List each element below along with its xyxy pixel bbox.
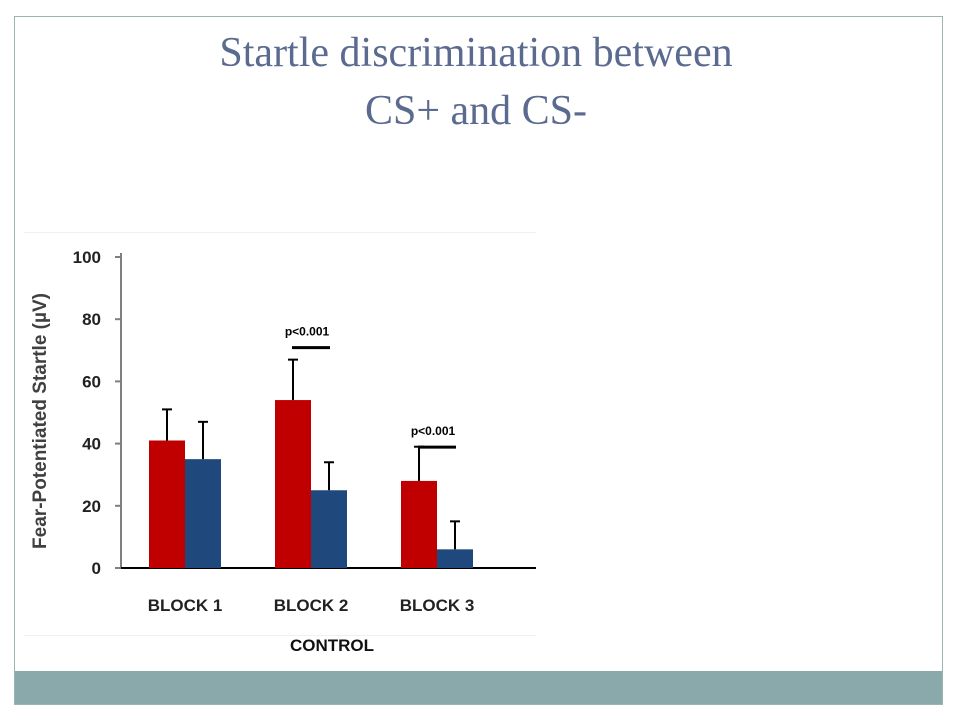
chart-svg: Fear-Potentiated Startle (µV) 0 20 40 60 80 1… — [30, 248, 536, 615]
group-label: CONTROL — [289, 636, 375, 655]
significance-label: p<0.001 — [411, 424, 456, 438]
title-line-1: Startle discrimination between — [219, 30, 733, 76]
bar-chart: Fear-Potentiated Startle (µV) 0 20 40 60 80 1… — [24, 232, 536, 636]
x-tick-label: BLOCK 1 — [148, 596, 223, 615]
bar — [401, 480, 437, 568]
bar — [185, 459, 221, 568]
footer-bar — [15, 671, 942, 704]
y-tick-label: 40 — [82, 435, 101, 454]
bar — [437, 549, 473, 568]
bar — [275, 400, 311, 568]
bar — [311, 490, 347, 568]
slide-title: Startle discrimination between CS+ and C… — [0, 24, 952, 140]
title-line-2: CS+ and CS- — [364, 88, 588, 134]
y-tick-label: 0 — [92, 559, 101, 578]
y-tick-label: 60 — [82, 372, 101, 391]
significance-label: p<0.001 — [285, 325, 330, 339]
bar — [149, 440, 185, 568]
y-tick-label: 100 — [73, 248, 101, 267]
x-tick-label: BLOCK 3 — [400, 596, 475, 615]
y-tick-label: 20 — [82, 497, 101, 516]
y-tick-label: 80 — [82, 310, 101, 329]
x-tick-label: BLOCK 2 — [274, 596, 349, 615]
y-axis-label: Fear-Potentiated Startle (µV) — [30, 293, 51, 549]
